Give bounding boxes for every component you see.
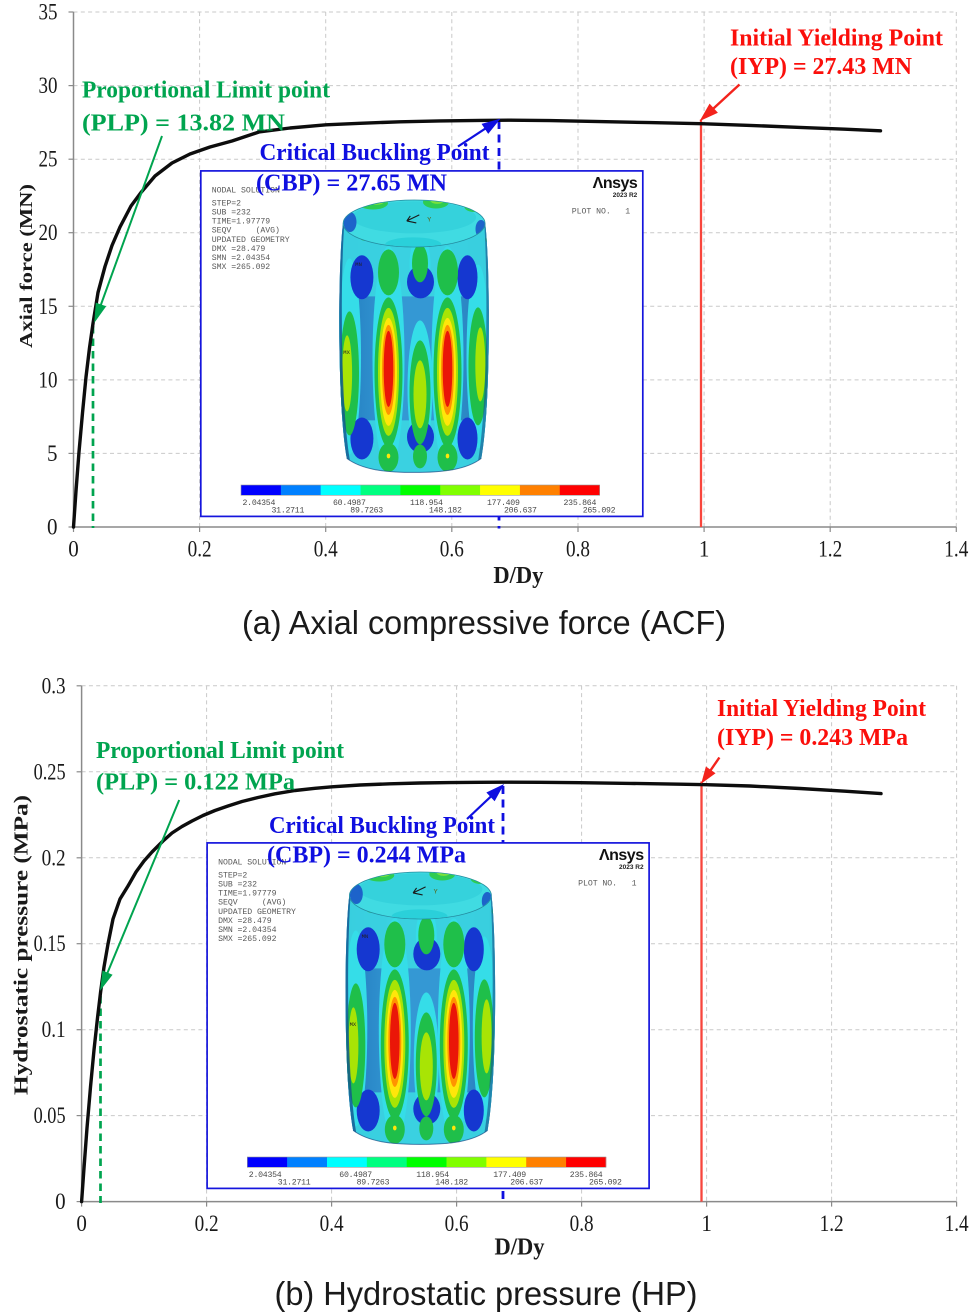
svg-text:0.6: 0.6 <box>440 537 464 562</box>
svg-text:0: 0 <box>55 1189 66 1214</box>
svg-text:Proportional Limit point: Proportional Limit point <box>96 737 345 764</box>
svg-text:(a) Axial compressive force (A: (a) Axial compressive force (ACF) <box>242 605 726 642</box>
svg-text:0.25: 0.25 <box>34 759 66 784</box>
svg-text:0: 0 <box>76 1211 87 1236</box>
svg-text:35: 35 <box>39 0 58 25</box>
svg-text:0.4: 0.4 <box>314 537 338 562</box>
svg-text:D/Dy: D/Dy <box>493 563 543 589</box>
svg-text:0.2: 0.2 <box>188 537 212 562</box>
svg-text:D/Dy: D/Dy <box>495 1235 545 1261</box>
svg-text:(IYP) = 27.43 MN: (IYP) = 27.43 MN <box>730 53 912 80</box>
svg-text:0.8: 0.8 <box>570 1211 594 1236</box>
svg-text:10: 10 <box>39 367 58 392</box>
svg-text:1.2: 1.2 <box>818 537 842 562</box>
svg-text:20: 20 <box>39 220 58 245</box>
svg-text:0.8: 0.8 <box>566 537 590 562</box>
svg-text:0.2: 0.2 <box>42 845 66 870</box>
svg-text:(PLP) = 13.82 MN: (PLP) = 13.82 MN <box>82 110 285 137</box>
svg-text:Hydrostatic pressure (MPa): Hydrostatic pressure (MPa) <box>10 795 32 1095</box>
svg-text:0.2: 0.2 <box>195 1211 219 1236</box>
svg-text:1.4: 1.4 <box>945 1211 969 1236</box>
svg-text:15: 15 <box>39 294 58 319</box>
svg-text:25: 25 <box>39 147 58 172</box>
svg-text:(CBP) = 0.244 MPa: (CBP) = 0.244 MPa <box>267 842 466 869</box>
svg-text:Critical Buckling Point: Critical Buckling Point <box>260 139 491 166</box>
svg-text:(IYP) = 0.243 MPa: (IYP) = 0.243 MPa <box>717 724 908 751</box>
svg-text:Axial force (MN): Axial force (MN) <box>17 184 37 348</box>
svg-text:Proportional Limit point: Proportional Limit point <box>82 77 331 104</box>
svg-text:1: 1 <box>701 1211 712 1236</box>
svg-text:Critical Buckling Point: Critical Buckling Point <box>269 812 496 839</box>
svg-text:0.3: 0.3 <box>42 673 66 698</box>
svg-text:0: 0 <box>68 537 79 562</box>
svg-text:0.05: 0.05 <box>34 1103 66 1128</box>
svg-text:(CBP) = 27.65 MN: (CBP) = 27.65 MN <box>256 170 447 197</box>
svg-text:0: 0 <box>47 515 58 540</box>
svg-text:(PLP) = 0.122 MPa: (PLP) = 0.122 MPa <box>96 769 295 796</box>
svg-text:0.6: 0.6 <box>445 1211 469 1236</box>
svg-text:1.4: 1.4 <box>944 537 968 562</box>
svg-text:0.1: 0.1 <box>42 1017 66 1042</box>
svg-text:Initial Yielding Point: Initial Yielding Point <box>717 695 927 722</box>
svg-text:5: 5 <box>47 441 58 466</box>
svg-text:0.4: 0.4 <box>320 1211 344 1236</box>
svg-text:0.15: 0.15 <box>34 931 66 956</box>
svg-text:Initial Yielding Point: Initial Yielding Point <box>730 25 944 52</box>
svg-text:1.2: 1.2 <box>820 1211 844 1236</box>
svg-text:1: 1 <box>699 537 710 562</box>
svg-text:30: 30 <box>39 73 58 98</box>
svg-text:(b) Hydrostatic pressure (HP): (b) Hydrostatic pressure (HP) <box>275 1276 698 1313</box>
